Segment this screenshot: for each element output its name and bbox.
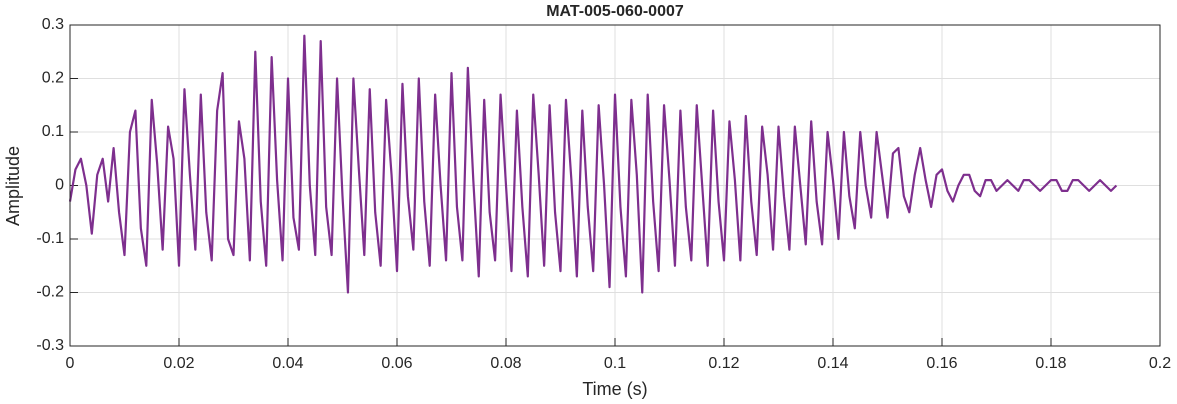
x-axis-label: Time (s) [582, 379, 647, 399]
y-tick-label: -0.1 [36, 230, 64, 247]
line-series [68, 34, 1118, 294]
x-tick-label: 0.16 [926, 355, 957, 372]
x-tick-label: 0.12 [708, 355, 739, 372]
chart-title: MAT-005-060-0007 [546, 3, 684, 20]
x-tick-label: 0 [66, 355, 75, 372]
y-tick-label: -0.3 [36, 337, 64, 354]
y-tick-label: 0.3 [42, 16, 64, 33]
x-tick-label: 0.08 [490, 355, 521, 372]
y-tick-label: 0.1 [42, 123, 64, 140]
x-tick-label: 0.14 [817, 355, 848, 372]
x-tick-label: 0.06 [381, 355, 412, 372]
x-tick-label: 0.02 [163, 355, 194, 372]
y-axis-label: Amplitude [3, 146, 23, 226]
y-tick-label: 0.2 [42, 70, 64, 87]
x-tick-label: 0.04 [272, 355, 303, 372]
x-tick-label: 0.2 [1149, 355, 1171, 372]
x-tick-label: 0.18 [1035, 355, 1066, 372]
y-tick-label: -0.2 [36, 284, 64, 301]
x-tick-label: 0.1 [604, 355, 626, 372]
y-tick-label: 0 [55, 177, 64, 194]
axes-box [69, 24, 1161, 347]
